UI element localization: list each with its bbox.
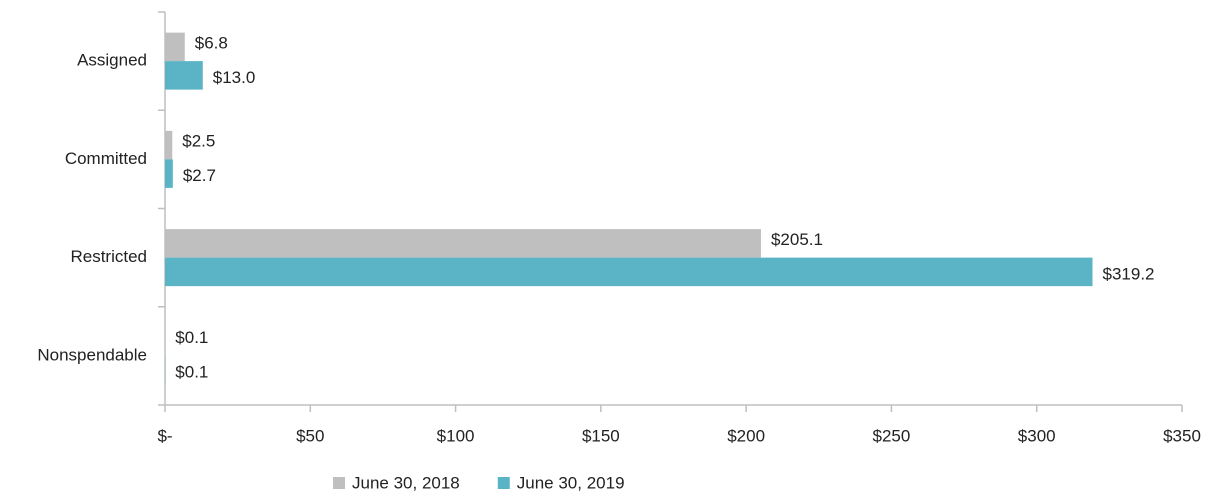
value-label: $0.1	[175, 363, 208, 382]
bar	[165, 32, 185, 62]
value-label: $0.1	[175, 328, 208, 347]
x-tick-label: $150	[582, 426, 620, 445]
bar	[165, 159, 173, 188]
category-label: Assigned	[77, 51, 147, 70]
value-label: $13.0	[213, 68, 256, 87]
legend-swatch	[497, 477, 510, 489]
value-label: $319.2	[1103, 264, 1155, 283]
category-label: Restricted	[70, 247, 147, 266]
value-label: $2.7	[183, 166, 216, 185]
x-tick-label: $250	[873, 426, 911, 445]
bar	[165, 257, 1093, 287]
bar	[165, 130, 173, 160]
legend-label: June 30, 2019	[517, 473, 625, 492]
value-label: $2.5	[182, 132, 215, 151]
category-label: Nonspendable	[37, 345, 147, 364]
x-tick-label: $50	[296, 426, 324, 445]
category-label: Committed	[65, 149, 147, 168]
value-label: $205.1	[771, 230, 823, 249]
value-label: $6.8	[195, 33, 228, 52]
x-tick-label: $300	[1018, 426, 1056, 445]
legend-swatch	[333, 477, 345, 489]
x-tick-label: $350	[1163, 426, 1201, 445]
x-tick-label: $-	[157, 426, 172, 445]
legend-label: June 30, 2018	[352, 473, 460, 492]
bar	[165, 229, 761, 258]
bar	[165, 61, 203, 90]
x-tick-label: $200	[727, 426, 765, 445]
x-tick-label: $100	[437, 426, 475, 445]
